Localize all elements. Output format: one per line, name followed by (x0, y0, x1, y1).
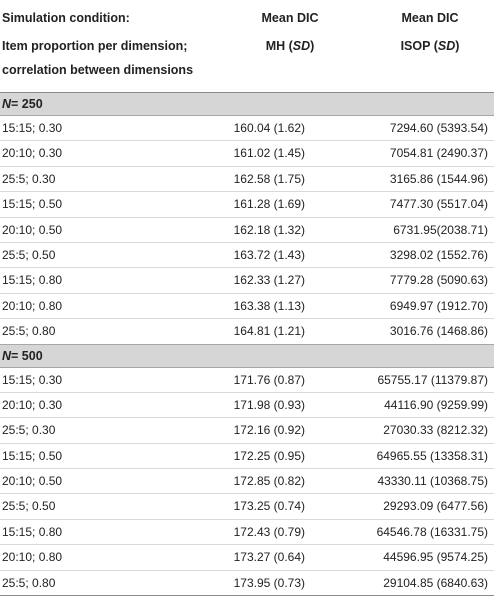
table-row: 25:5; 0.50 163.72 (1.43) 3298.02 (1552.76) (0, 243, 494, 269)
header-mh-prefix: MH ( (265, 39, 293, 53)
cell-isop: 6949.97 (1912.70) (389, 298, 488, 313)
cell-condition: 20:10; 0.80 (2, 550, 63, 565)
cell-isop: 29293.09 (6477.56) (383, 499, 488, 514)
table-row: 20:10; 0.30 161.02 (1.45) 7054.81 (2490.37… (0, 141, 494, 167)
cell-condition: 20:10; 0.30 (2, 146, 63, 161)
table-row: 15:15; 0.30 171.76 (0.87) 65755.17 (11379.… (0, 368, 494, 393)
cell-mh: 161.28 (1.69) (233, 197, 305, 212)
table-row: 25:5; 0.50 173.25 (0.74) 29293.09 (6477.56… (0, 494, 494, 520)
header-condition-line2: Item proportion per dimension; (2, 39, 188, 53)
header-isop-line1: Mean DIC (401, 11, 459, 25)
cell-mh: 162.58 (1.75) (233, 171, 305, 186)
cell-condition: 20:10; 0.80 (2, 298, 63, 313)
cell-condition: 15:15; 0.30 (2, 372, 63, 387)
header-isop-prefix: ISOP ( (400, 39, 438, 53)
header-isop-line2: ISOP (SD) (375, 39, 485, 53)
cell-mh: 172.43 (0.79) (233, 524, 305, 539)
cell-condition: 15:15; 0.50 (2, 197, 63, 212)
table-row: 20:10; 0.80 163.38 (1.13) 6949.97 (1912.70… (0, 294, 494, 320)
cell-condition: 20:10; 0.50 (2, 474, 63, 489)
header-condition-line1: Simulation condition: (2, 11, 130, 25)
table-row: 15:15; 0.50 172.25 (0.95) 64965.55 (13358.… (0, 444, 494, 470)
table-row: 25:5; 0.80 173.95 (0.73) 29104.85 (6840.63… (0, 571, 494, 596)
cell-mh: 172.85 (0.82) (233, 474, 305, 489)
cell-isop: 3016.76 (1468.86) (389, 324, 488, 339)
cell-mh: 172.25 (0.95) (233, 448, 305, 463)
cell-condition: 25:5; 0.50 (2, 247, 56, 262)
header-isop-sd: SD (437, 39, 456, 53)
cell-mh: 163.72 (1.43) (233, 247, 305, 262)
group-n-symbol: N (2, 97, 12, 111)
cell-isop: 65755.17 (11379.87) (377, 372, 488, 387)
table-row: 15:15; 0.80 172.43 (0.79) 64546.78 (16331.… (0, 520, 494, 546)
table-row: 20:10; 0.80 173.27 (0.64) 44596.95 (9574.2… (0, 545, 494, 571)
cell-mh: 173.95 (0.73) (233, 575, 305, 590)
cell-isop: 44596.95 (9574.25) (383, 550, 488, 565)
cell-mh: 162.18 (1.32) (233, 222, 305, 237)
cell-condition: 15:15; 0.80 (2, 524, 63, 539)
cell-condition: 25:5; 0.80 (2, 324, 56, 339)
cell-isop: 3165.86 (1544.96) (389, 171, 488, 186)
cell-condition: 25:5; 0.50 (2, 499, 56, 514)
group-n-value: = 500 (11, 348, 43, 363)
header-isop-suffix: ) (455, 39, 460, 53)
table-row: 20:10; 0.30 171.98 (0.93) 44116.90 (9259.9… (0, 393, 494, 419)
cell-mh: 173.25 (0.74) (233, 499, 305, 514)
cell-isop: 7054.81 (2490.37) (389, 146, 488, 161)
cell-mh: 161.02 (1.45) (233, 146, 305, 161)
cell-isop: 27030.33 (8212.32) (383, 423, 488, 438)
cell-isop: 3298.02 (1552.76) (389, 247, 488, 262)
table-row: 25:5; 0.30 172.16 (0.92) 27030.33 (8212.32… (0, 418, 494, 444)
cell-condition: 20:10; 0.30 (2, 397, 63, 412)
cell-isop: 64546.78 (16331.75) (376, 524, 488, 539)
table-row: 15:15; 0.80 162.33 (1.27) 7779.28 (5090.63… (0, 268, 494, 294)
group-n-symbol: N (2, 348, 12, 363)
cell-isop: 29104.85 (6840.63) (383, 575, 488, 590)
table-header: Simulation condition: Item proportion pe… (0, 0, 494, 93)
cell-isop: 64965.55 (13358.31) (376, 448, 488, 463)
header-mh-suffix: ) (310, 39, 315, 53)
header-mh-line1: Mean DIC (261, 11, 319, 25)
header-condition-line3: correlation between dimensions (2, 63, 194, 77)
cell-mh: 171.76 (0.87) (233, 372, 305, 387)
group-n-value: = 250 (11, 97, 43, 111)
cell-mh: 162.33 (1.27) (233, 273, 305, 288)
header-mh-sd: SD (292, 39, 311, 53)
cell-mh: 160.04 (1.62) (233, 121, 305, 135)
cell-mh: 163.38 (1.13) (233, 298, 305, 313)
cell-mh: 171.98 (0.93) (233, 397, 305, 412)
table-row: 20:10; 0.50 172.85 (0.82) 43330.11 (10368.… (0, 469, 494, 495)
group-header-n500: N = 500 (0, 344, 494, 368)
cell-isop: 7477.30 (5517.04) (389, 197, 488, 212)
cell-condition: 25:5; 0.30 (2, 171, 56, 186)
cell-mh: 173.27 (0.64) (233, 550, 305, 565)
cell-mh: 164.81 (1.21) (233, 324, 305, 339)
cell-isop: 44116.90 (9259.99) (384, 397, 488, 412)
cell-mh: 172.16 (0.92) (233, 423, 305, 438)
cell-isop: 43330.11 (10368.75) (377, 474, 488, 489)
header-mh-line2: MH (SD) (245, 39, 335, 53)
cell-condition: 15:15; 0.30 (2, 121, 63, 135)
cell-condition: 15:15; 0.80 (2, 273, 63, 288)
table-row: 20:10; 0.50 162.18 (1.32) 6731.95(2038.71) (0, 218, 494, 243)
group-header-n250: N = 250 (0, 93, 494, 116)
cell-condition: 25:5; 0.80 (2, 575, 56, 590)
cell-isop: 6731.95(2038.71) (393, 222, 488, 237)
cell-condition: 20:10; 0.50 (2, 222, 63, 237)
cell-condition: 25:5; 0.30 (2, 423, 56, 438)
table-row: 15:15; 0.30 160.04 (1.62) 7294.60 (5393.54… (0, 116, 494, 142)
table-row: 15:15; 0.50 161.28 (1.69) 7477.30 (5517.04… (0, 192, 494, 218)
table-row: 25:5; 0.80 164.81 (1.21) 3016.76 (1468.86) (0, 319, 494, 345)
cell-condition: 15:15; 0.50 (2, 448, 63, 463)
cell-isop: 7779.28 (5090.63) (389, 273, 488, 288)
table-row: 25:5; 0.30 162.58 (1.75) 3165.86 (1544.96) (0, 167, 494, 193)
cell-isop: 7294.60 (5393.54) (389, 121, 488, 135)
